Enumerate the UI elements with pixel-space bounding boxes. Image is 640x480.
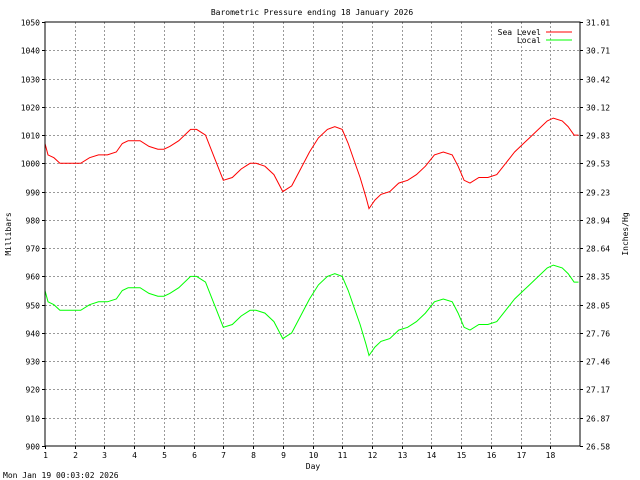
y2-tick-label: 30.71 <box>586 47 610 56</box>
y-tick-label: 930 <box>26 358 41 367</box>
y2-axis-label: Inches/Hg <box>621 212 630 256</box>
series-lines <box>44 117 579 357</box>
x-tick-label: 4 <box>132 451 137 460</box>
y-tick-label: 900 <box>26 443 41 452</box>
y-axis-ticks: 900 910 920 930 940 950 960 970 980 990 1000 1010 10… <box>21 19 45 452</box>
x-tick-label: 2 <box>73 451 78 460</box>
y-tick-label: 920 <box>26 386 41 395</box>
x-axis-ticks: 1 2 3 4 5 6 7 8 9 10 11 12 13 14 15 16 17 18 <box>43 446 555 460</box>
x-tick-label: 8 <box>251 451 256 460</box>
y-tick-label: 980 <box>26 217 41 226</box>
y2-tick-label: 27.17 <box>586 386 610 395</box>
x-tick-label: 5 <box>162 451 167 460</box>
y-tick-label: 970 <box>26 245 41 254</box>
x-tick-label: 13 <box>398 451 408 460</box>
y-tick-label: 940 <box>26 330 41 339</box>
y2-axis-ticks: 26.58 26.87 27.17 27.46 27.76 28.05 28.35 28.64… <box>580 19 610 452</box>
y2-tick-label: 28.64 <box>586 245 610 254</box>
x-tick-label: 14 <box>427 451 437 460</box>
x-tick-label: 10 <box>309 451 319 460</box>
y2-tick-label: 28.05 <box>586 302 610 311</box>
x-tick-label: 16 <box>487 451 497 460</box>
x-tick-label: 11 <box>338 451 348 460</box>
y-tick-label: 1040 <box>21 47 40 56</box>
y-tick-label: 1010 <box>21 132 40 141</box>
legend-label-local: Local <box>517 36 541 45</box>
y2-tick-label: 29.53 <box>586 160 610 169</box>
y2-tick-label: 26.58 <box>586 443 610 452</box>
legend-label-sea-level: Sea Level <box>498 28 542 37</box>
y2-tick-label: 30.42 <box>586 76 610 85</box>
y-tick-label: 1030 <box>21 76 40 85</box>
y2-tick-label: 29.83 <box>586 132 610 141</box>
chart-title: Barometric Pressure ending 18 January 20… <box>211 8 413 17</box>
x-tick-label: 6 <box>192 451 197 460</box>
y-tick-label: 990 <box>26 189 41 198</box>
x-tick-label: 15 <box>457 451 467 460</box>
y2-tick-label: 26.87 <box>586 415 610 424</box>
y-axis-label: Millibars <box>4 212 13 256</box>
x-tick-label: 17 <box>517 451 527 460</box>
y-tick-label: 1050 <box>21 19 40 28</box>
y-tick-label: 910 <box>26 415 41 424</box>
x-tick-label: 1 <box>43 451 48 460</box>
y2-tick-label: 28.35 <box>586 273 610 282</box>
x-tick-label: 18 <box>546 451 556 460</box>
x-tick-label: 9 <box>281 451 286 460</box>
series-line-sea-level <box>44 117 579 210</box>
y-tick-label: 960 <box>26 273 41 282</box>
x-tick-label: 7 <box>221 451 226 460</box>
y2-tick-label: 31.01 <box>586 19 610 28</box>
x-tick-label: 12 <box>368 451 378 460</box>
y2-tick-label: 27.76 <box>586 330 610 339</box>
y2-tick-label: 29.23 <box>586 189 610 198</box>
x-axis-label: Day <box>306 462 321 471</box>
x-tick-label: 3 <box>102 451 107 460</box>
y-tick-label: 1000 <box>21 160 40 169</box>
y2-tick-label: 27.46 <box>586 358 610 367</box>
y-tick-label: 1020 <box>21 104 40 113</box>
series-line-local <box>44 264 579 357</box>
timestamp: Mon Jan 19 00:03:02 2026 <box>3 471 119 480</box>
y-tick-label: 950 <box>26 302 41 311</box>
y2-tick-label: 30.12 <box>586 104 610 113</box>
legend: Sea Level Local <box>498 28 572 45</box>
plot-frame <box>44 21 581 447</box>
y2-tick-label: 28.94 <box>586 217 610 226</box>
grid-lines <box>45 22 580 446</box>
